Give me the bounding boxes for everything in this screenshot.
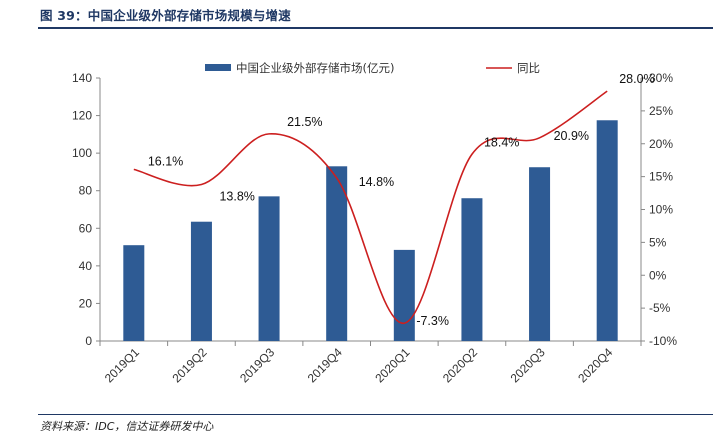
bar — [393, 249, 415, 341]
left-tick-label: 100 — [72, 146, 92, 160]
line-data-label: 16.1% — [148, 154, 183, 168]
bar — [326, 166, 348, 341]
right-tick-label: 25% — [649, 104, 673, 118]
title-rule — [38, 27, 713, 29]
left-tick-label: 40 — [79, 259, 93, 273]
right-tick-label: 30% — [649, 71, 673, 85]
x-tick-label: 2020Q4 — [575, 345, 615, 385]
right-tick-label: 15% — [649, 170, 673, 184]
x-tick-label: 2019Q1 — [102, 345, 142, 385]
line-data-label: -7.3% — [416, 314, 449, 328]
line-data-label: 13.8% — [219, 190, 254, 204]
x-tick-label: 2020Q2 — [440, 345, 480, 385]
left-tick-label: 120 — [72, 109, 92, 123]
x-tick-label: 2020Q3 — [508, 345, 548, 385]
bar — [461, 198, 483, 341]
left-tick-label: 20 — [79, 296, 93, 310]
legend-bar-swatch — [205, 64, 231, 71]
right-tick-label: -5% — [649, 301, 671, 315]
left-tick-label: 0 — [85, 334, 92, 348]
bar — [529, 167, 551, 341]
x-tick-label: 2020Q1 — [372, 345, 412, 385]
bar — [190, 221, 212, 341]
line-data-label: 21.5% — [287, 115, 322, 129]
yoy-line — [133, 90, 608, 325]
right-tick-label: -10% — [649, 334, 677, 348]
x-tick-label: 2019Q2 — [169, 345, 209, 385]
bar — [258, 196, 280, 341]
right-tick-label: 10% — [649, 203, 673, 217]
bar — [596, 120, 618, 342]
left-tick-label: 140 — [72, 71, 92, 85]
right-tick-label: 5% — [649, 235, 667, 249]
left-tick-label: 80 — [79, 184, 93, 198]
line-data-label: 28.0% — [619, 72, 654, 86]
line-data-label: 20.9% — [554, 129, 589, 143]
x-tick-label: 2019Q4 — [305, 345, 345, 385]
right-tick-label: 20% — [649, 137, 673, 151]
source-note: 资料来源：IDC，信达证券研发中心 — [40, 420, 214, 433]
figure-title: 图 39：中国企业级外部存储市场规模与增速 — [40, 8, 291, 23]
bar — [123, 245, 145, 341]
right-tick-label: 0% — [649, 268, 667, 282]
legend-line-label: 同比 — [517, 61, 540, 75]
left-tick-label: 60 — [79, 221, 93, 235]
legend-bar-label: 中国企业级外部存储市场(亿元) — [236, 61, 394, 75]
line-data-label: 14.8% — [359, 175, 394, 189]
x-tick-label: 2019Q3 — [237, 345, 277, 385]
line-data-label: 18.4% — [484, 135, 519, 149]
source-rule — [38, 414, 713, 415]
